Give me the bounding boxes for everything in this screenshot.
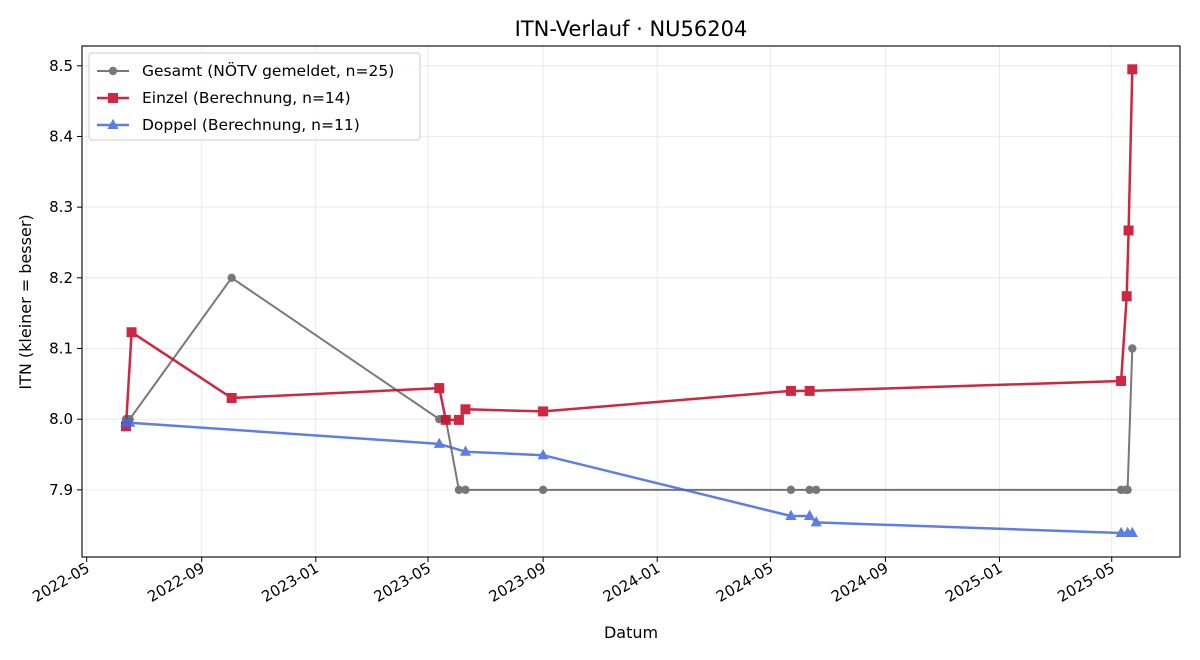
series-layer <box>120 64 1138 537</box>
legend-swatch-marker <box>108 66 118 76</box>
series-1-point <box>1123 225 1134 236</box>
legend-swatch-marker <box>107 118 119 129</box>
y-tick-label: 8.1 <box>49 340 73 358</box>
series-1-point <box>538 406 549 417</box>
y-tick-label: 8.4 <box>49 127 73 145</box>
x-tick-label: 2022-05 <box>29 559 92 606</box>
series-circle-group <box>121 273 1137 495</box>
series-1-point <box>804 385 815 396</box>
series-0-line <box>126 276 1134 491</box>
legend-entry-label: Doppel (Berechnung, n=11) <box>142 116 360 134</box>
series-1-point <box>1121 291 1132 302</box>
series-1-point <box>126 327 137 338</box>
legend-swatch-marker <box>108 93 118 103</box>
series-1-point <box>460 404 471 415</box>
series-triangle-group <box>120 416 1138 537</box>
series-2-point <box>459 445 472 456</box>
y-axis-ticks: 7.9 8.0 8.1 8.2 8.3 8.4 8.5 <box>49 57 82 499</box>
series-2-point <box>537 449 549 460</box>
legend-entry-label: Gesamt (NÖTV gemeldet, n=25) <box>142 61 394 80</box>
x-tick-label: 2025-01 <box>942 559 1005 606</box>
x-tick-label: 2025-05 <box>1054 559 1117 606</box>
series-2-point <box>124 416 136 427</box>
series-2-point <box>433 437 445 448</box>
x-tick-label: 2023-05 <box>371 559 434 606</box>
series-1-point <box>785 385 796 396</box>
x-axis-label: Datum <box>604 623 658 642</box>
series-2-point <box>810 516 822 527</box>
y-tick-label: 8.3 <box>49 198 73 216</box>
plot-frame <box>81 45 1181 558</box>
series-1-point <box>1116 376 1127 387</box>
x-tick-label: 2022-09 <box>144 559 207 606</box>
series-0-point <box>1128 344 1137 353</box>
series-0-point <box>538 485 548 495</box>
grid-lines <box>82 46 1180 557</box>
legend-swatch <box>97 66 129 76</box>
legend-swatch <box>97 118 129 129</box>
legend: Gesamt (NÖTV gemeldet, n=25) Einzel (Bere… <box>88 52 421 141</box>
series-1-line <box>124 69 1134 427</box>
series-0-point <box>811 485 821 495</box>
series-0-point <box>786 485 796 495</box>
x-tick-label: 2024-09 <box>828 559 891 606</box>
series-1-point <box>1127 64 1138 75</box>
y-axis-label: ITN (kleiner = besser) <box>16 214 35 389</box>
series-0-point <box>1123 485 1132 495</box>
x-axis-ticks: 2022-05 2022-09 2023-01 2023-05 2023-09 2024-… <box>29 557 1118 606</box>
x-tick-label: 2023-09 <box>486 559 549 606</box>
legend-entry-label: Einzel (Berechnung, n=14) <box>142 89 351 107</box>
legend-box <box>88 52 421 141</box>
series-1-point <box>440 414 451 425</box>
x-tick-label: 2024-01 <box>600 559 663 606</box>
series-0-point <box>454 485 464 495</box>
legend-swatch <box>97 93 129 103</box>
y-tick-label: 7.9 <box>49 481 73 499</box>
series-2-line <box>126 421 1133 535</box>
series-2-point <box>1126 526 1138 537</box>
series-0-point <box>805 485 814 495</box>
x-tick-label: 2024-05 <box>713 559 776 606</box>
series-0-point <box>227 273 236 283</box>
series-1-point <box>226 392 237 403</box>
chart-title: ITN-Verlauf · NU56204 <box>515 17 748 41</box>
series-1-point <box>453 414 464 425</box>
y-tick-label: 8.0 <box>49 410 73 428</box>
series-2-point <box>804 509 816 521</box>
y-tick-label: 8.5 <box>49 57 73 75</box>
x-tick-label: 2023-01 <box>259 559 322 606</box>
series-1-point <box>434 383 445 394</box>
series-0-point <box>461 485 470 495</box>
series-2-point <box>785 509 797 521</box>
y-tick-label: 8.2 <box>49 269 73 287</box>
